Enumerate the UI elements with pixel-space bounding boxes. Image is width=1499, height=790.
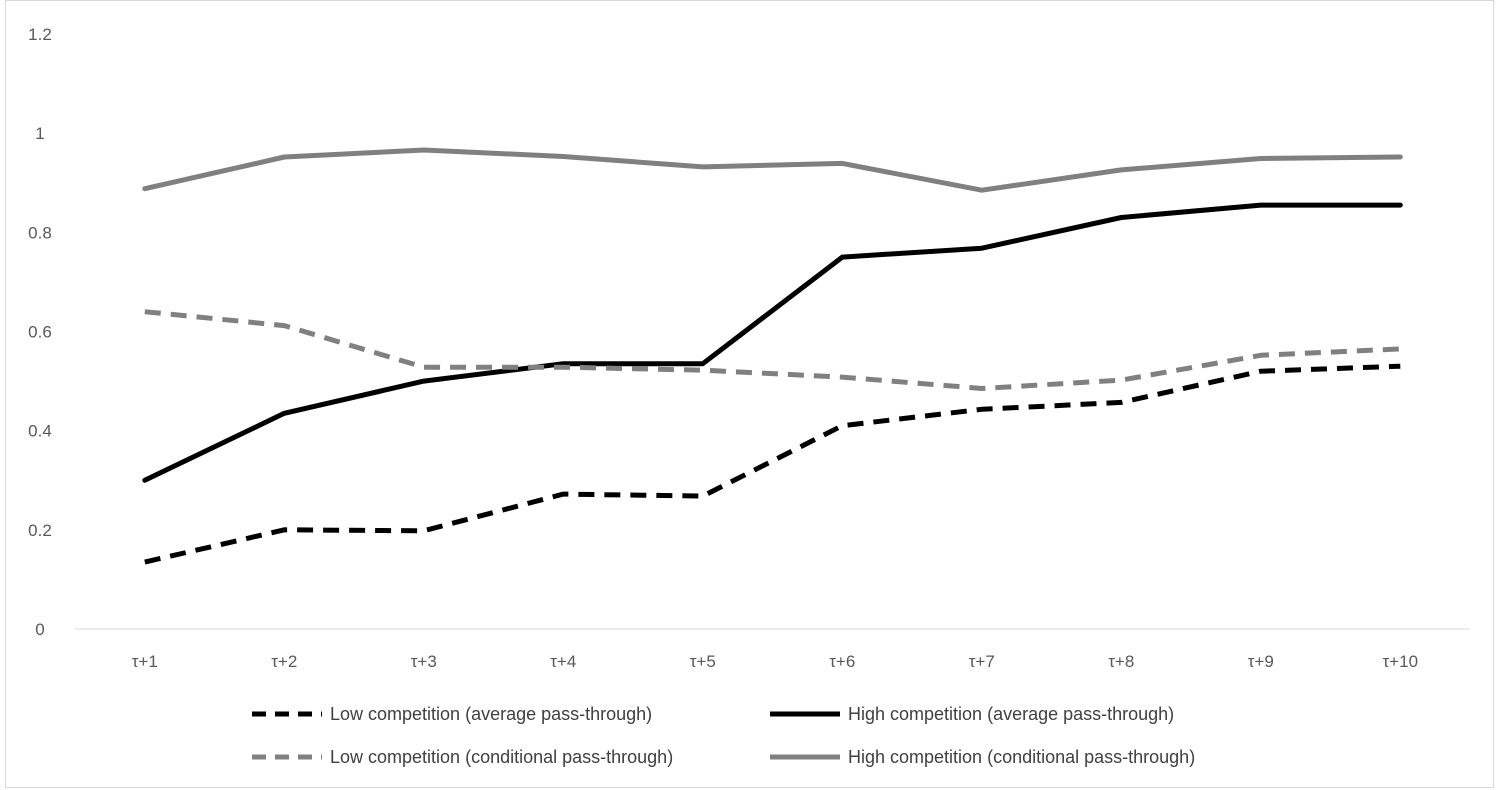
legend-label-2: High competition (average pass-through): [848, 704, 1174, 724]
y-tick-label: 0.8: [28, 223, 52, 242]
x-tick-label: τ+6: [829, 652, 855, 671]
x-tick-label: τ+5: [690, 652, 716, 671]
x-tick-label: τ+10: [1382, 652, 1418, 671]
x-tick-label: τ+1: [132, 652, 158, 671]
x-tick-label: τ+9: [1248, 652, 1274, 671]
legend-label-3: Low competition (conditional pass-throug…: [330, 747, 673, 767]
legend-label-4: High competition (conditional pass-throu…: [848, 747, 1195, 767]
y-tick-label: 0.2: [28, 521, 52, 540]
series-layer: [142, 147, 1403, 565]
x-tick-label: τ+7: [969, 652, 995, 671]
series-line-2: [142, 202, 1403, 483]
series-line-4: [142, 147, 1403, 193]
y-tick-label: 0.4: [28, 422, 52, 441]
legend-label-1: Low competition (average pass-through): [330, 704, 652, 724]
x-tick-label: τ+8: [1108, 652, 1134, 671]
chart-frame: [5, 0, 1494, 788]
x-tick-label: τ+3: [411, 652, 437, 671]
y-tick-label: 1.2: [28, 25, 52, 44]
y-tick-label: 0: [35, 620, 44, 639]
y-axis-ticks: 0 0.2 0.4 0.6 0.8 1 1.2: [28, 25, 52, 639]
x-tick-label: τ+4: [550, 652, 576, 671]
y-tick-label: 0.6: [28, 323, 52, 342]
y-tick-label: 1: [35, 124, 44, 143]
legend: Low competition (average pass-through) Hi…: [252, 704, 1195, 767]
x-axis-ticks: τ+1 τ+2 τ+3 τ+4 τ+5 τ+6 τ+7 τ+8 τ+9 τ+10: [132, 652, 1418, 671]
series-line-1: [144, 363, 1401, 565]
series-line-3: [144, 309, 1401, 391]
x-tick-label: τ+2: [271, 652, 297, 671]
